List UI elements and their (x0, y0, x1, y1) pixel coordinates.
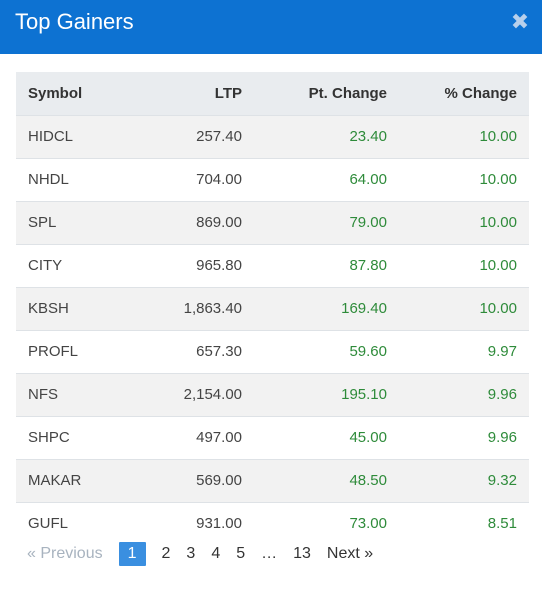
cell-symbol[interactable]: HIDCL (16, 115, 134, 159)
page-button-4[interactable]: 4 (211, 545, 221, 562)
column-header-ltp[interactable]: LTP (134, 72, 254, 116)
table-row[interactable]: SPL 869.00 79.00 10.00 (16, 201, 529, 245)
cell-ltp: 1,863.40 (134, 287, 254, 331)
cell-ltp: 657.30 (134, 330, 254, 374)
table-row[interactable]: NFS 2,154.00 195.10 9.96 (16, 373, 529, 417)
cell-symbol[interactable]: NHDL (16, 158, 134, 202)
cell-pt-change: 59.60 (254, 330, 399, 374)
cell-pct-change: 8.51 (399, 502, 529, 544)
cell-symbol[interactable]: SHPC (16, 416, 134, 460)
table-row[interactable]: KBSH 1,863.40 169.40 10.00 (16, 287, 529, 331)
cell-pt-change: 23.40 (254, 115, 399, 159)
pagination-ellipsis: … (261, 545, 278, 562)
cell-pct-change: 10.00 (399, 244, 529, 288)
cell-pt-change: 87.80 (254, 244, 399, 288)
cell-ltp: 497.00 (134, 416, 254, 460)
cell-pt-change: 45.00 (254, 416, 399, 460)
cell-pct-change: 9.32 (399, 459, 529, 503)
table-row[interactable]: NHDL 704.00 64.00 10.00 (16, 158, 529, 202)
page-button-5[interactable]: 5 (236, 545, 246, 562)
table-body: HIDCL 257.40 23.40 10.00 NHDL 704.00 64.00 10.0… (16, 115, 529, 544)
page-button-13[interactable]: 13 (293, 545, 311, 562)
cell-pt-change: 73.00 (254, 502, 399, 544)
cell-symbol[interactable]: PROFL (16, 330, 134, 374)
cell-pct-change: 9.96 (399, 373, 529, 417)
column-header-pct-change[interactable]: % Change (399, 72, 529, 116)
cell-pct-change: 10.00 (399, 158, 529, 202)
cell-pt-change: 48.50 (254, 459, 399, 503)
cell-symbol[interactable]: KBSH (16, 287, 134, 331)
table-row[interactable]: PROFL 657.30 59.60 9.97 (16, 330, 529, 374)
cell-ltp: 2,154.00 (134, 373, 254, 417)
modal-header: Top Gainers ✖ (0, 0, 542, 54)
page-button-1[interactable]: 1 (118, 542, 146, 566)
table-row[interactable]: SHPC 497.00 45.00 9.96 (16, 416, 529, 460)
cell-pct-change: 9.96 (399, 416, 529, 460)
table-row[interactable]: MAKAR 569.00 48.50 9.32 (16, 459, 529, 503)
cell-ltp: 965.80 (134, 244, 254, 288)
next-page-button[interactable]: Next » (326, 545, 374, 562)
cell-pct-change: 9.97 (399, 330, 529, 374)
modal-title: Top Gainers (15, 9, 134, 34)
cell-pct-change: 10.00 (399, 287, 529, 331)
cell-symbol[interactable]: CITY (16, 244, 134, 288)
page-button-3[interactable]: 3 (186, 545, 196, 562)
column-header-pt-change[interactable]: Pt. Change (254, 72, 399, 116)
cell-ltp: 704.00 (134, 158, 254, 202)
cell-symbol[interactable]: MAKAR (16, 459, 134, 503)
cell-ltp: 257.40 (134, 115, 254, 159)
previous-page-button[interactable]: « Previous (27, 545, 103, 562)
close-icon[interactable]: ✖ (510, 9, 530, 34)
cell-pct-change: 10.00 (399, 201, 529, 245)
cell-symbol[interactable]: NFS (16, 373, 134, 417)
table-row[interactable]: GUFL 931.00 73.00 8.51 (16, 502, 529, 544)
cell-ltp: 931.00 (134, 502, 254, 544)
cell-pt-change: 169.40 (254, 287, 399, 331)
cell-ltp: 869.00 (134, 201, 254, 245)
cell-pt-change: 79.00 (254, 201, 399, 245)
top-gainers-table: Symbol LTP Pt. Change % Change HIDCL 257.… (16, 72, 529, 544)
column-header-symbol[interactable]: Symbol (16, 72, 134, 116)
cell-symbol[interactable]: SPL (16, 201, 134, 245)
page-button-2[interactable]: 2 (161, 545, 171, 562)
cell-pct-change: 10.00 (399, 115, 529, 159)
table-row[interactable]: CITY 965.80 87.80 10.00 (16, 244, 529, 288)
cell-pt-change: 195.10 (254, 373, 399, 417)
pagination: « Previous 1 2 3 4 5 … 13 Next » (27, 542, 389, 566)
table-row[interactable]: HIDCL 257.40 23.40 10.00 (16, 115, 529, 159)
table-header-row: Symbol LTP Pt. Change % Change (16, 72, 529, 116)
cell-ltp: 569.00 (134, 459, 254, 503)
cell-symbol[interactable]: GUFL (16, 502, 134, 544)
cell-pt-change: 64.00 (254, 158, 399, 202)
